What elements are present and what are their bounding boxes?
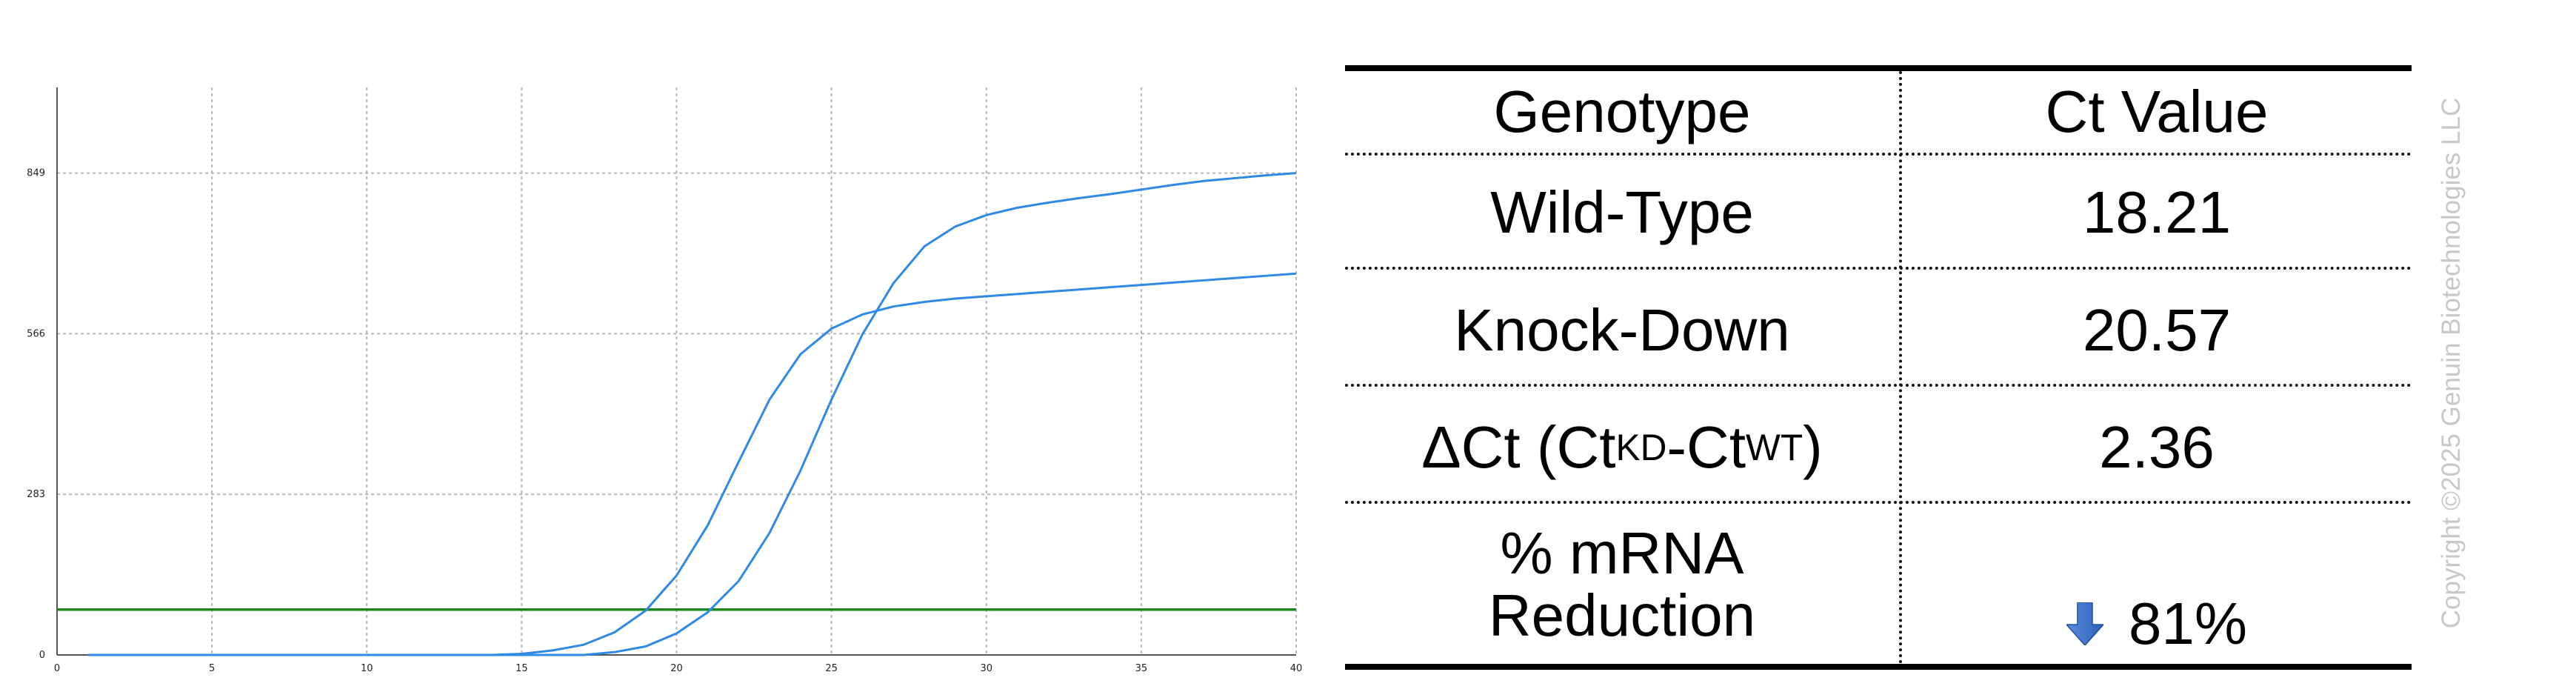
row-knock-down-label: Knock-Down — [1454, 297, 1790, 363]
x-tick-label: 35 — [1135, 663, 1148, 674]
delta-ct-prefix: ΔCt (Ct — [1421, 414, 1616, 480]
reduction-label-line1: % mRNA — [1500, 520, 1744, 586]
amplification-chart: 0 5 10 15 20 25 30 35 40 0 283 566 849 — [27, 87, 1303, 674]
row-reduction-value-cell: 81% — [1902, 588, 2412, 659]
table-bottom-rule — [1345, 664, 2412, 670]
row-wild-type-label: Wild-Type — [1490, 179, 1754, 245]
y-tick-label: 0 — [39, 650, 45, 661]
delta-ct-suffix: ) — [1803, 414, 1823, 480]
x-tick-label: 25 — [825, 663, 838, 674]
row-divider — [1345, 267, 2412, 270]
x-tick-label: 20 — [670, 663, 683, 674]
row-delta-ct-label: ΔCt (Ct KD -Ct WT) — [1421, 414, 1823, 480]
ct-value-table: Genotype Ct Value Wild-Type 18.21 Knock-… — [1345, 65, 2412, 670]
down-arrow-icon — [2066, 602, 2103, 645]
header-ct-value: Ct Value — [2045, 79, 2269, 144]
table-top-rule — [1345, 65, 2412, 71]
row-knock-down-value: 20.57 — [2082, 297, 2232, 363]
reduction-label-line2: Reduction — [1488, 582, 1756, 648]
y-tick-label: 283 — [27, 489, 45, 500]
reduction-value: 81% — [2128, 590, 2248, 656]
table-column-divider — [1899, 71, 1902, 664]
x-tick-label: 15 — [515, 663, 528, 674]
x-tick-label: 10 — [361, 663, 373, 674]
x-tick-label: 30 — [980, 663, 992, 674]
y-tick-label: 849 — [27, 168, 45, 179]
amplification-curve-1 — [87, 272, 1297, 656]
x-tick-label: 40 — [1290, 663, 1303, 674]
header-genotype: Genotype — [1493, 79, 1751, 144]
row-divider — [1345, 153, 2412, 156]
amplification-curve-2 — [87, 172, 1297, 656]
row-delta-ct-value: 2.36 — [2099, 414, 2215, 480]
amplification-plot-svg: 0 5 10 15 20 25 30 35 40 0 283 566 849 — [27, 87, 1303, 674]
row-divider — [1345, 501, 2412, 504]
row-wild-type-value: 18.21 — [2082, 179, 2232, 245]
copyright-watermark: Copyright ©2025 Genuin Biotechnologies L… — [2437, 97, 2466, 629]
y-tick-label: 566 — [27, 328, 45, 339]
x-tick-label: 5 — [209, 663, 215, 674]
row-reduction-label: % mRNA Reduction — [1345, 505, 1899, 664]
delta-ct-mid: -Ct — [1666, 414, 1746, 480]
x-tick-label: 0 — [54, 663, 60, 674]
row-divider — [1345, 384, 2412, 387]
